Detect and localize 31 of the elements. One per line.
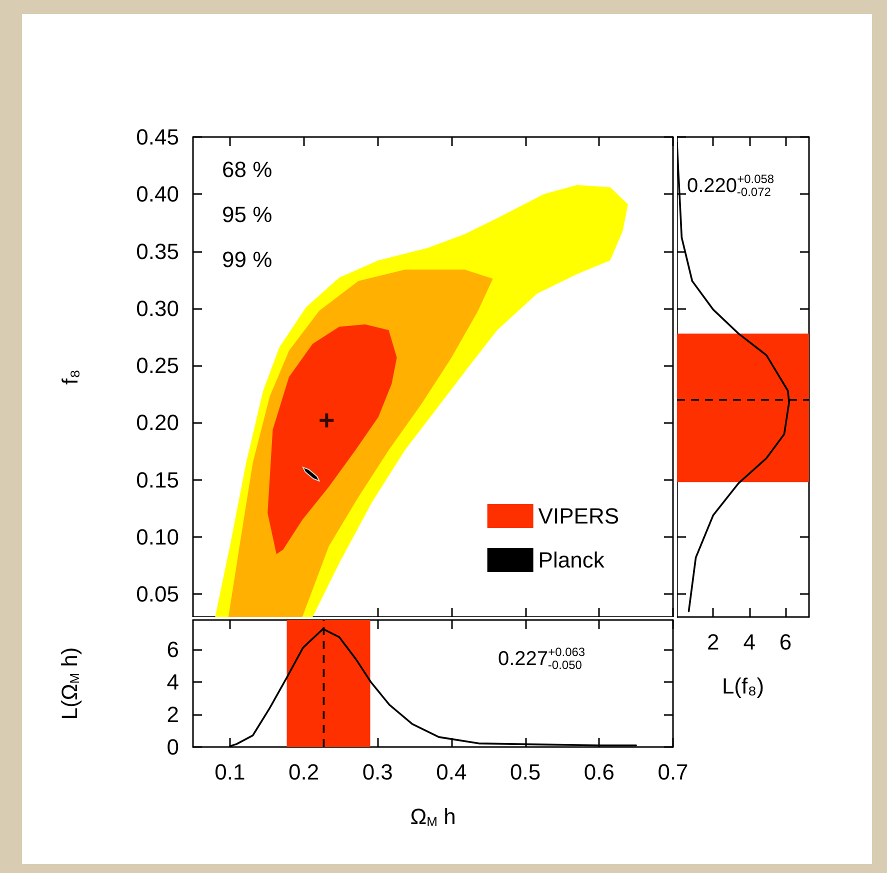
y-tick-label: 2 bbox=[166, 702, 179, 727]
x-tick-label: 0.1 bbox=[214, 760, 246, 784]
y-tick-label: 0.40 bbox=[136, 182, 179, 207]
y-axis-title: f₈ bbox=[58, 369, 82, 385]
y-tick-label: 0.15 bbox=[136, 467, 179, 492]
x-tick-label: 0.3 bbox=[362, 760, 393, 784]
y-tick-label: 0.25 bbox=[136, 353, 179, 378]
y-tick-label: 0.05 bbox=[136, 582, 179, 607]
y-tick-label: 0.20 bbox=[136, 410, 179, 436]
x-tick-label: 6 bbox=[779, 630, 792, 654]
annotation: 68 % bbox=[222, 157, 272, 184]
x-tick-label: 0.7 bbox=[658, 760, 688, 784]
legend-label: Planck bbox=[538, 548, 606, 572]
x-tick-label: 0.6 bbox=[584, 760, 614, 784]
x-tick-label: 4 bbox=[743, 630, 756, 654]
legend-label: VIPERS bbox=[538, 504, 620, 528]
y-tick-label: 0.30 bbox=[136, 296, 179, 321]
y-axis-title: L(ΩM h) bbox=[57, 647, 82, 720]
x-axis-title: ΩM h bbox=[410, 804, 456, 829]
y-tick-label: 0.35 bbox=[136, 238, 179, 264]
annotation: 99 % bbox=[222, 247, 272, 274]
annotation: 95 % bbox=[222, 202, 272, 228]
y-tick-label: 4 bbox=[166, 669, 179, 694]
y-tick-label: 0 bbox=[166, 734, 179, 760]
x-tick-label: 0.4 bbox=[436, 760, 467, 784]
y-tick-label: 0.10 bbox=[136, 524, 179, 550]
x-tick-label: 0.5 bbox=[510, 760, 541, 784]
x-axis-title: L(f₈) bbox=[722, 674, 764, 698]
x-tick-label: 0.2 bbox=[288, 760, 320, 784]
x-tick-label: 2 bbox=[707, 630, 720, 654]
y-tick-label: 0.45 bbox=[136, 124, 179, 150]
